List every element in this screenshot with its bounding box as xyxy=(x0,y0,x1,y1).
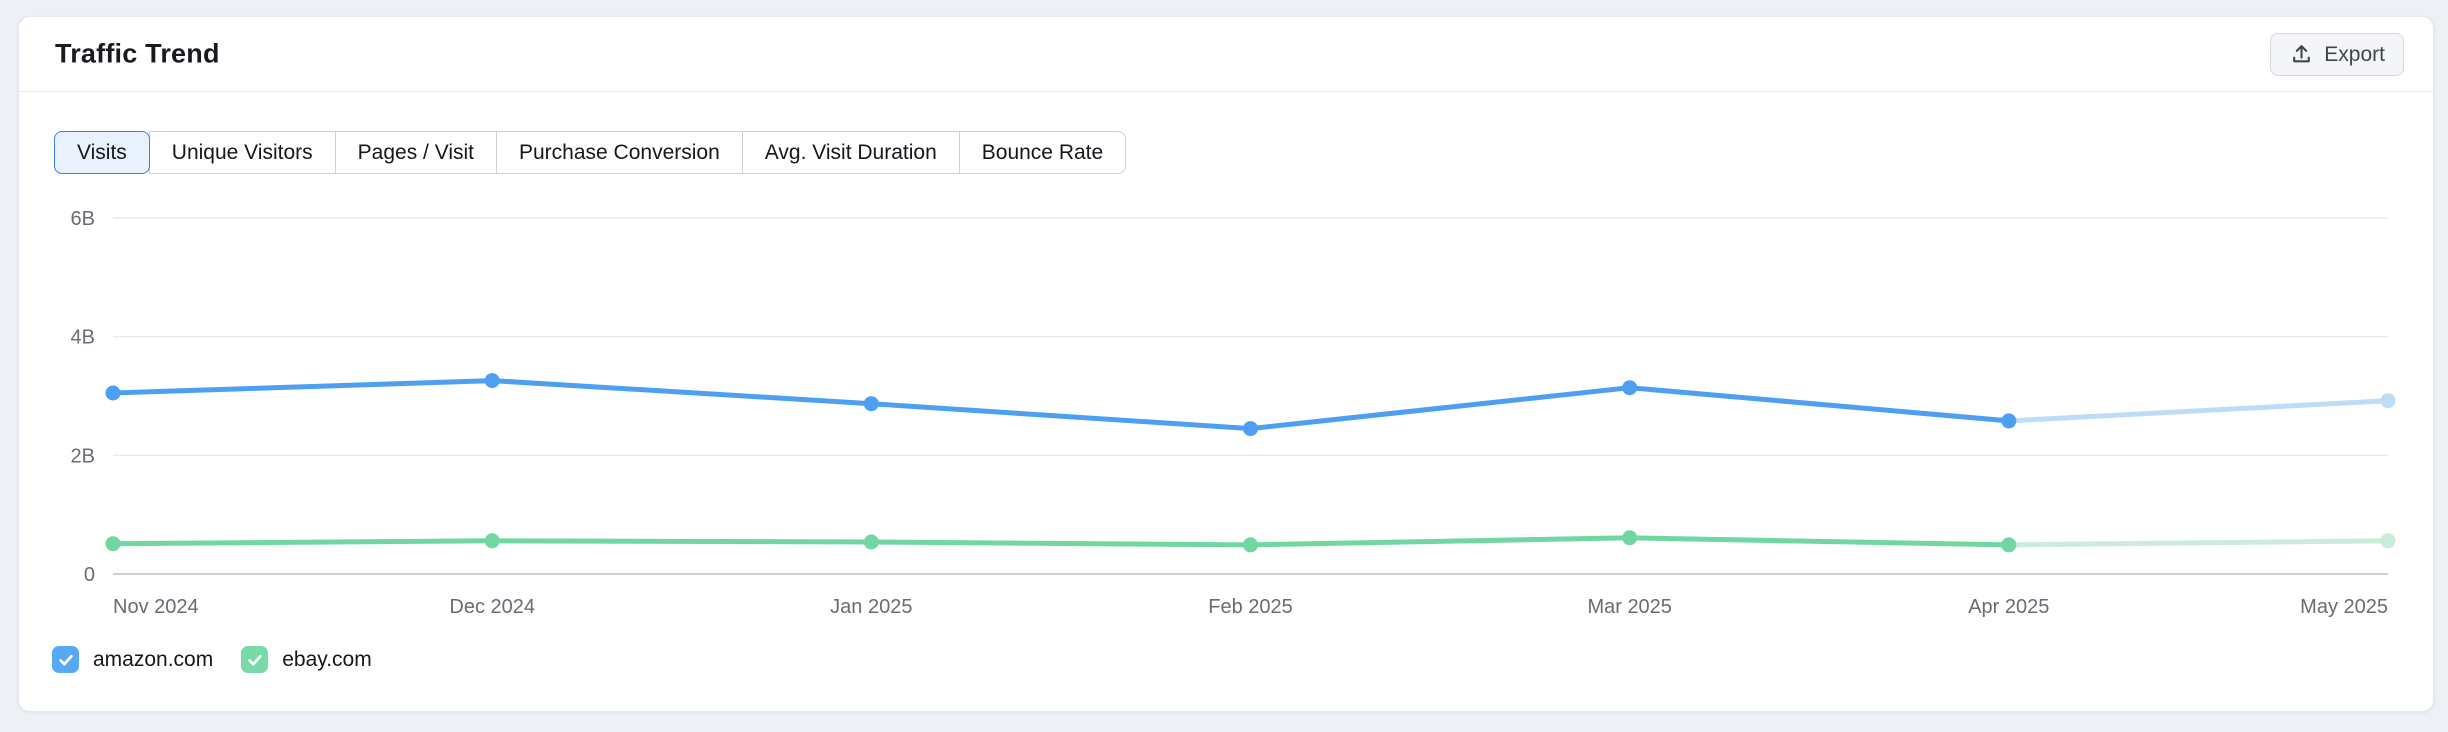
y-axis-label: 6B xyxy=(71,208,95,230)
series-line-ebay.com xyxy=(1248,535,1633,548)
page-title: Traffic Trend xyxy=(55,38,220,69)
metric-tabs: Visits Unique Visitors Pages / Visit Purcha… xyxy=(54,131,1127,174)
data-point-ebay.com[interactable] xyxy=(863,534,879,550)
tab-avg-visit-duration[interactable]: Avg. Visit Duration xyxy=(741,131,960,174)
legend-checkbox-ebay-com[interactable] xyxy=(241,646,269,673)
upload-icon xyxy=(2289,42,2314,67)
legend-checkbox-amazon-com[interactable] xyxy=(52,646,79,673)
legend-item-ebay-com[interactable]: ebay.com xyxy=(241,646,372,673)
series-line-ebay.com xyxy=(1627,535,2012,548)
series-line-ebay.com xyxy=(868,539,1253,548)
card-header: Traffic Trend Export xyxy=(19,17,2433,92)
x-axis-label: Dec 2024 xyxy=(449,596,535,618)
tab-visits[interactable]: Visits xyxy=(54,131,150,174)
tab-bounce-rate[interactable]: Bounce Rate xyxy=(958,131,1127,174)
x-axis-label: Apr 2025 xyxy=(1968,596,2049,618)
tab-purchase-conversion[interactable]: Purchase Conversion xyxy=(496,131,743,174)
series-line-amazon.com xyxy=(1248,385,1633,432)
data-point-ebay.com[interactable] xyxy=(1243,537,1258,553)
export-button-label: Export xyxy=(2324,42,2385,66)
traffic-trend-card: Traffic Trend Export Visits Unique Visito… xyxy=(18,16,2434,712)
data-point-ebay.com[interactable] xyxy=(105,536,121,552)
data-point-amazon.com[interactable] xyxy=(2380,393,2396,409)
data-point-ebay.com[interactable] xyxy=(484,533,500,549)
series-line-ebay.com xyxy=(110,538,495,547)
series-line-amazon.com xyxy=(489,378,874,407)
data-point-amazon.com[interactable] xyxy=(863,396,879,412)
data-point-amazon.com[interactable] xyxy=(1243,421,1258,437)
series-line-amazon.com xyxy=(2006,398,2391,424)
data-point-ebay.com[interactable] xyxy=(1622,530,1638,546)
x-axis-label: Mar 2025 xyxy=(1587,596,1672,618)
data-point-amazon.com[interactable] xyxy=(1622,380,1638,396)
data-point-amazon.com[interactable] xyxy=(2001,413,2017,429)
series-line-amazon.com xyxy=(110,378,495,396)
data-point-ebay.com[interactable] xyxy=(2380,533,2396,549)
legend-label: amazon.com xyxy=(93,647,214,671)
series-line-ebay.com xyxy=(2006,538,2391,548)
tab-unique-visitors[interactable]: Unique Visitors xyxy=(148,131,336,174)
x-axis-label: Nov 2024 xyxy=(113,596,199,618)
data-point-amazon.com[interactable] xyxy=(484,373,500,389)
y-axis-label: 2B xyxy=(71,445,95,467)
series-line-ebay.com xyxy=(489,538,874,545)
series-line-amazon.com xyxy=(1627,385,2012,424)
legend-label: ebay.com xyxy=(282,647,372,671)
x-axis-label: May 2025 xyxy=(2300,596,2388,618)
chart-legend: amazon.com ebay.com xyxy=(52,646,372,673)
checkmark-icon xyxy=(58,654,73,665)
traffic-trend-chart: 0 2B 4B 6B Nov 2024 Dec 2024 Jan 2025 Feb 2025 M… xyxy=(71,208,2396,618)
tab-pages-visit[interactable]: Pages / Visit xyxy=(334,131,497,174)
x-axis-label: Feb 2025 xyxy=(1208,596,1293,618)
legend-item-amazon-com[interactable]: amazon.com xyxy=(52,646,213,673)
data-point-amazon.com[interactable] xyxy=(105,385,121,401)
y-axis-label: 4B xyxy=(71,327,95,349)
data-point-ebay.com[interactable] xyxy=(2001,537,2017,553)
series-line-amazon.com xyxy=(868,401,1253,432)
x-axis-label: Jan 2025 xyxy=(830,596,912,618)
export-button[interactable]: Export xyxy=(2270,33,2404,76)
y-axis-label: 0 xyxy=(84,564,95,586)
checkmark-icon xyxy=(247,654,262,665)
